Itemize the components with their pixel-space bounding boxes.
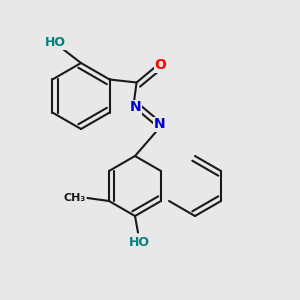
Text: N: N xyxy=(129,100,141,114)
Text: HO: HO xyxy=(45,36,66,50)
Text: HO: HO xyxy=(128,236,149,249)
Text: CH₃: CH₃ xyxy=(64,193,86,203)
Text: O: O xyxy=(154,58,166,72)
Text: N: N xyxy=(153,118,165,131)
